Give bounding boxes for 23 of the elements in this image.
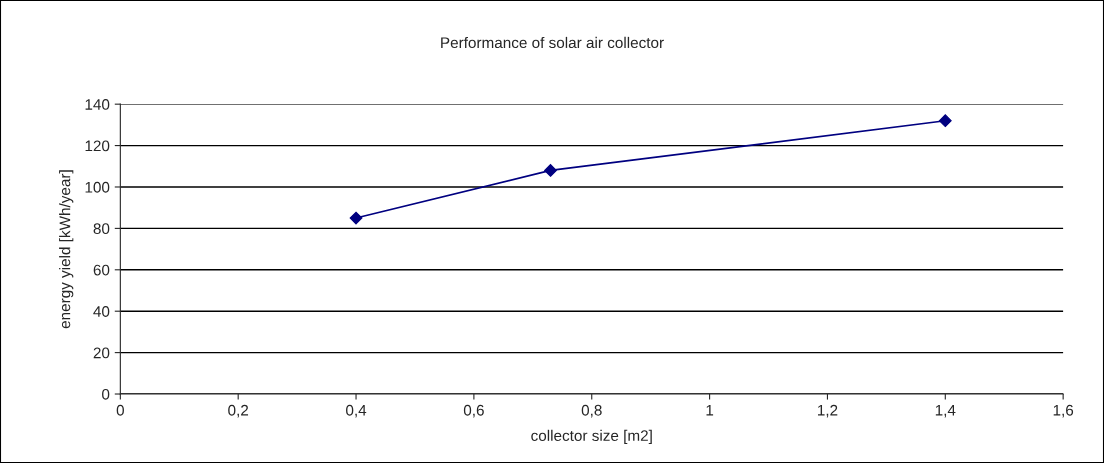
y-tick-label: 120: [85, 140, 110, 152]
x-tick-label: 1: [706, 404, 714, 416]
y-tick-label: 40: [93, 306, 110, 317]
x-tick-label: 0: [116, 404, 124, 416]
y-axis-title: energy yield [kWh/year]: [59, 170, 74, 329]
point: [938, 114, 952, 128]
x-tick-label: 1,6: [1053, 404, 1074, 418]
point: [544, 164, 557, 177]
x-tick-label: 1,2: [817, 404, 838, 418]
y-tick-label: 100: [85, 181, 110, 193]
x-tick-label: 0,6: [463, 404, 484, 418]
x-tick-label: 0,4: [346, 404, 367, 418]
y-tick-label: 140: [85, 99, 110, 110]
x-tick-label: 0,2: [228, 404, 249, 418]
y-tick-label: 20: [93, 347, 110, 359]
x-axis-title: collector size [m2]: [531, 429, 652, 445]
y-tick-label: 60: [93, 264, 110, 276]
x-tick-label: 0,8: [581, 404, 602, 418]
y-tick-label: 80: [93, 223, 110, 235]
point: [349, 211, 363, 225]
y-tick-label: 0: [102, 388, 110, 400]
x-tick-label: 1,4: [935, 404, 956, 418]
chart-title: Performance of solar air collector: [441, 36, 664, 49]
